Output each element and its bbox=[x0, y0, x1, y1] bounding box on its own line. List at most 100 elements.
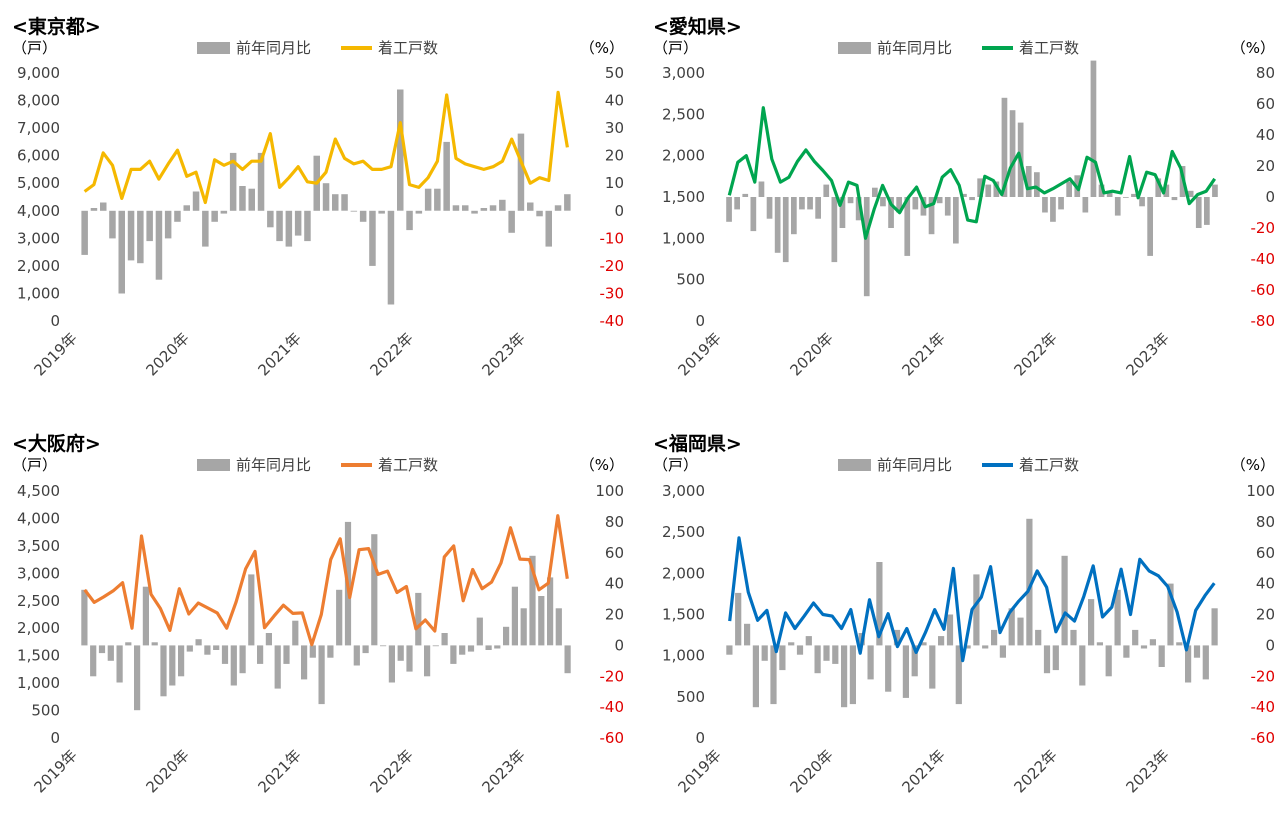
legend-bar-swatch bbox=[197, 42, 230, 54]
right-tick-label: -40 bbox=[1251, 698, 1276, 716]
right-tick-label: 60 bbox=[1256, 95, 1275, 113]
yoy-bar bbox=[485, 645, 492, 650]
yoy-bar bbox=[160, 645, 167, 697]
yoy-bar bbox=[186, 645, 193, 652]
right-axis-unit: （%） bbox=[580, 456, 624, 474]
right-tick-label: 60 bbox=[605, 544, 624, 562]
right-tick-label: -10 bbox=[600, 229, 625, 247]
left-tick-label: 4,500 bbox=[17, 482, 60, 500]
yoy-bar bbox=[1008, 608, 1015, 646]
yoy-bar bbox=[1043, 645, 1051, 674]
yoy-bar bbox=[239, 186, 246, 211]
x-tick-label: 2021年 bbox=[254, 746, 304, 796]
x-tick-label: 2023年 bbox=[478, 329, 528, 379]
legend-bar-label: 前年同月比 bbox=[877, 39, 952, 57]
right-axis-unit: （%） bbox=[580, 39, 624, 57]
x-tick-label: 2022年 bbox=[366, 746, 416, 796]
yoy-bar bbox=[1017, 617, 1024, 646]
yoy-bar bbox=[1025, 166, 1032, 197]
left-tick-label: 0 bbox=[695, 312, 705, 330]
yoy-bar bbox=[788, 642, 795, 646]
legend-bar-swatch bbox=[197, 459, 230, 471]
yoy-bar bbox=[318, 645, 325, 705]
left-tick-label: 3,000 bbox=[662, 64, 705, 82]
yoy-bar bbox=[1098, 184, 1105, 197]
yoy-bar bbox=[142, 586, 149, 646]
yoy-bar bbox=[1061, 555, 1068, 646]
left-tick-label: 1,000 bbox=[662, 647, 705, 665]
left-tick-label: 2,500 bbox=[662, 523, 705, 541]
yoy-bar bbox=[1176, 642, 1183, 646]
yoy-bar bbox=[304, 210, 311, 242]
left-axis-unit: （戸） bbox=[653, 456, 698, 474]
yoy-bar bbox=[823, 184, 830, 197]
yoy-bar bbox=[248, 574, 255, 646]
chart-title: <大阪府> bbox=[12, 432, 101, 455]
legend-line-label: 着工戸数 bbox=[378, 456, 438, 474]
left-tick-label: 3,000 bbox=[662, 482, 705, 500]
yoy-bar bbox=[977, 178, 983, 197]
right-tick-label: 40 bbox=[605, 92, 624, 110]
left-tick-label: 9,000 bbox=[17, 64, 60, 82]
yoy-bar bbox=[424, 645, 431, 677]
yoy-bar bbox=[734, 197, 740, 210]
yoy-bar bbox=[183, 205, 190, 211]
yoy-bar bbox=[904, 197, 911, 256]
yoy-bar bbox=[555, 608, 562, 646]
left-tick-label: 1,000 bbox=[662, 229, 705, 247]
right-tick-label: 20 bbox=[605, 147, 624, 165]
yoy-bar bbox=[832, 645, 839, 664]
left-axis-unit: （戸） bbox=[12, 456, 57, 474]
right-tick-label: 50 bbox=[605, 64, 624, 82]
legend-line-label: 着工戸数 bbox=[1019, 39, 1079, 57]
yoy-bar bbox=[564, 194, 571, 211]
yoy-bar bbox=[911, 645, 918, 677]
legend-bar-label: 前年同月比 bbox=[877, 456, 952, 474]
yoy-bar bbox=[221, 645, 229, 664]
yoy-bar bbox=[982, 645, 989, 649]
yoy-bar bbox=[332, 194, 339, 211]
yoy-bar bbox=[511, 586, 518, 646]
yoy-bar bbox=[1211, 608, 1218, 646]
right-tick-label: 0 bbox=[614, 202, 624, 220]
yoy-bar bbox=[178, 645, 185, 677]
x-tick-label: 2022年 bbox=[1010, 746, 1060, 796]
yoy-bar bbox=[880, 197, 886, 207]
yoy-bar bbox=[726, 197, 732, 222]
yoy-bar bbox=[876, 562, 883, 646]
chart-title: <福岡県> bbox=[653, 432, 742, 455]
left-tick-label: 2,000 bbox=[662, 147, 705, 165]
yoy-bar bbox=[517, 133, 525, 211]
yoy-bar bbox=[855, 197, 862, 221]
yoy-bar bbox=[415, 592, 422, 646]
left-tick-label: 1,000 bbox=[17, 674, 60, 692]
yoy-bar bbox=[1202, 645, 1209, 680]
yoy-bar bbox=[815, 197, 821, 219]
yoy-bar bbox=[1034, 172, 1040, 197]
yoy-bar bbox=[213, 645, 220, 650]
yoy-bar bbox=[807, 197, 813, 210]
yoy-bar bbox=[294, 210, 302, 236]
yoy-bar bbox=[1171, 197, 1178, 201]
yoy-bar bbox=[538, 596, 545, 646]
right-tick-label: 20 bbox=[1256, 157, 1275, 175]
right-tick-label: -40 bbox=[600, 312, 625, 330]
yoy-bar bbox=[508, 210, 515, 233]
yoy-bar bbox=[863, 197, 870, 297]
yoy-bar bbox=[999, 645, 1006, 658]
legend-line-label: 着工戸数 bbox=[1019, 456, 1079, 474]
yoy-bar bbox=[961, 193, 967, 197]
left-tick-label: 8,000 bbox=[17, 92, 60, 110]
yoy-bar bbox=[230, 645, 237, 686]
yoy-bar bbox=[239, 645, 246, 674]
yoy-bar bbox=[847, 197, 854, 204]
right-tick-label: -60 bbox=[1251, 729, 1276, 747]
yoy-bar bbox=[476, 617, 483, 646]
left-tick-label: 0 bbox=[695, 729, 705, 747]
yoy-bar bbox=[726, 645, 733, 655]
yoy-bar bbox=[285, 210, 293, 247]
x-tick-label: 2022年 bbox=[366, 329, 416, 379]
yoy-bar bbox=[369, 210, 376, 266]
yoy-bar bbox=[174, 210, 181, 222]
